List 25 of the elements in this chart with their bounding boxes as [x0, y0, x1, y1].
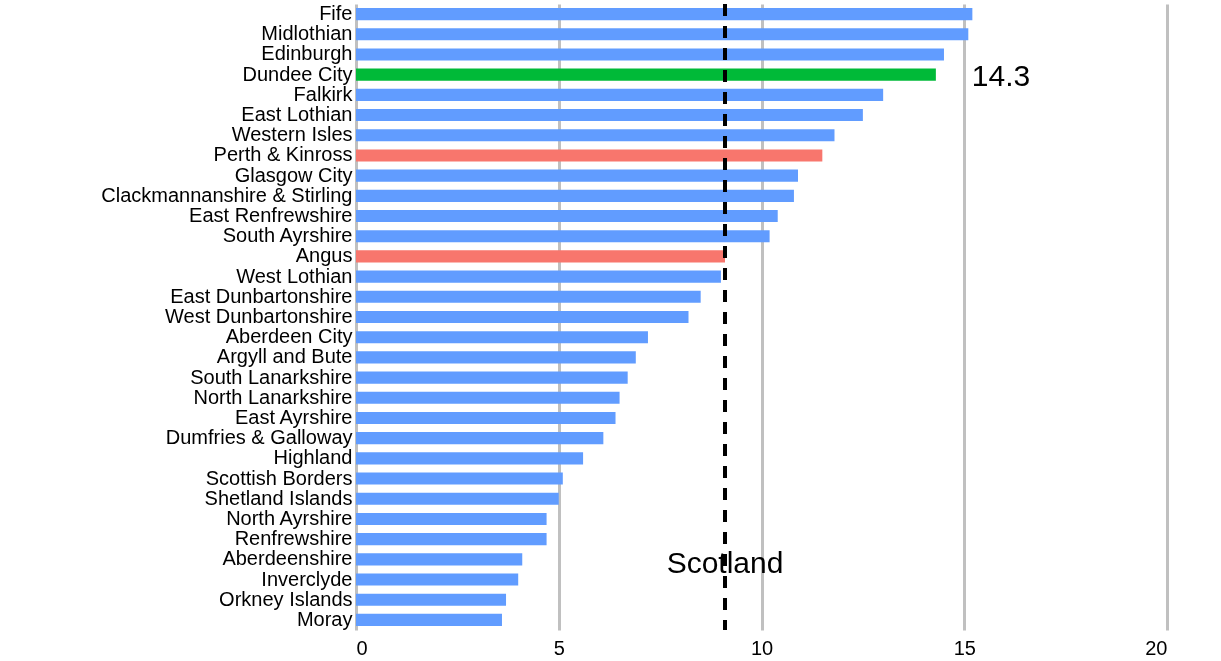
- y-tick-label: Midlothian: [261, 22, 353, 45]
- y-tick-label: East Dunbartonshire: [170, 284, 353, 307]
- y-tick-label: Fife: [319, 2, 353, 25]
- x-tick-label: 10: [750, 636, 774, 659]
- y-tick-label: West Dunbartonshire: [165, 305, 353, 327]
- y-tick-label: Inverclyde: [261, 567, 353, 590]
- y-tick-label: Aberdeen City: [225, 325, 353, 348]
- y-tick-label: North Ayrshire: [226, 506, 353, 529]
- y-tick-label: South Ayrshire: [222, 224, 353, 247]
- y-tick-label: Shetland Islands: [204, 486, 353, 509]
- x-tick-label: 15: [953, 636, 976, 659]
- x-tick-label: 20: [1145, 636, 1168, 659]
- y-tick-label: Edinburgh: [261, 42, 353, 65]
- y-tick-label: Aberdeenshire: [222, 547, 353, 570]
- x-tick-label: 0: [356, 636, 368, 659]
- y-tick-label: Western Isles: [231, 123, 353, 146]
- y-tick-label: Moray: [296, 607, 353, 630]
- annotation: 14.3: [971, 58, 1031, 92]
- y-tick-label: North Lanarkshire: [193, 385, 353, 408]
- y-tick-label: East Lothian: [241, 103, 353, 126]
- ref-line-label: Scotland: [666, 546, 784, 579]
- y-tick-label: Glasgow City: [234, 163, 353, 186]
- x-tick-label: 5: [553, 636, 565, 659]
- y-tick-label: East Ayrshire: [235, 405, 353, 428]
- y-tick-label: Perth & Kinross: [213, 143, 353, 166]
